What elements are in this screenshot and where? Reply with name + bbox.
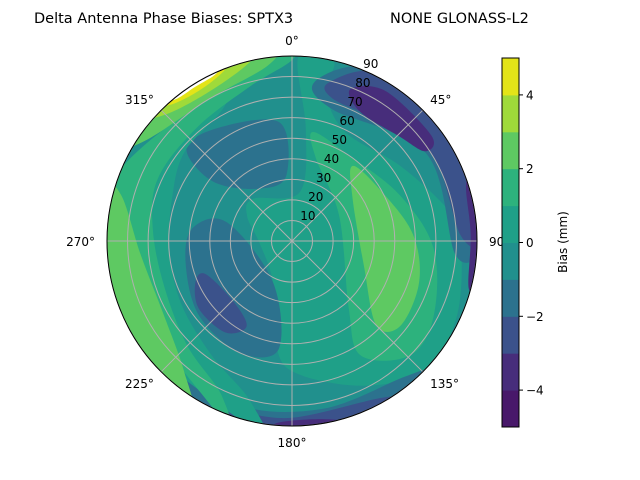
colorbar-swatch [502,353,519,391]
colorbar-swatch [502,242,519,280]
colorbar-swatch [502,58,519,96]
r-tick-label: 20 [308,190,323,204]
r-tick-label: 80 [355,76,370,90]
theta-tick-label: 135° [430,377,459,391]
colorbar-tick-label: 2 [526,162,534,176]
theta-tick-label: 0° [285,34,299,48]
grid-spoke-45 [291,109,424,242]
r-tick-label: 70 [347,95,362,109]
colorbar-swatch [502,390,519,428]
chart-title-right: NONE GLONASS-L2 [390,11,529,27]
grid-spoke-315 [160,109,293,242]
contour-region-9 [218,395,409,426]
colorbar-tick-label: −2 [526,310,544,324]
contour-region-4 [185,218,282,358]
contour-region-16 [121,56,281,150]
contour-region-5 [311,66,477,263]
r-tick-label: 10 [300,209,315,223]
colorbar: −4 −2 0 2 4 [501,57,544,428]
r-tick-labels: 10 20 30 40 50 60 70 80 90 [300,57,378,223]
r-tick-label: 50 [332,133,347,147]
r-tick-label: 60 [340,114,355,128]
colorbar-label: Bias (mm) [556,211,570,273]
colorbar-swatch [502,205,519,243]
r-tick-label: 40 [324,152,339,166]
theta-tick-label: 315° [125,93,154,107]
colorbar-tick-label: 4 [526,88,534,102]
theta-tick-labels: 0°45°90°135°180°225°270°315° [66,34,510,450]
colorbar-tick-label: −4 [526,384,544,398]
polar-grid [106,55,478,427]
grid-spoke-225 [160,240,293,373]
colorbar-swatch [502,279,519,317]
colorbar-swatch [502,94,519,133]
colorbar-swatch [502,131,519,170]
contour-region-10 [348,86,435,152]
contour-region-12 [269,419,359,426]
theta-tick-label: 45° [430,93,451,107]
grid-spoke-135 [291,240,424,373]
polar-frame [106,55,478,427]
colorbar-swatch [502,316,519,354]
theta-tick-label: 270° [66,235,95,249]
r-tick-label: 30 [316,171,331,185]
contour-region-14 [107,56,308,426]
contour-region-7 [194,273,247,334]
r-tick-label: 90 [363,57,378,71]
theta-tick-label: 180° [278,436,307,450]
colorbar-tick-label: 0 [526,236,534,250]
chart-title-left: Delta Antenna Phase Biases: SPTX3 [34,11,293,27]
colorbar-swatch [502,168,519,207]
theta-tick-label: 225° [125,377,154,391]
